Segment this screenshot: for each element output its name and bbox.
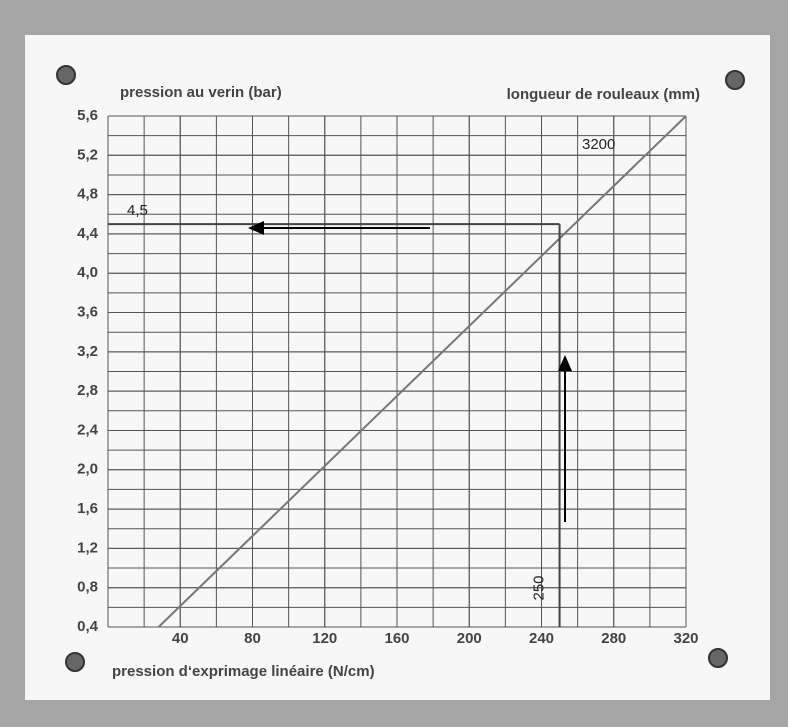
x-tick-label: 200 — [457, 630, 482, 647]
y-tick-label: 3,2 — [77, 343, 98, 360]
y-tick-label: 2,4 — [77, 421, 99, 438]
y-tick-label: 5,2 — [77, 146, 98, 163]
y-tick-label: 0,4 — [77, 618, 99, 635]
y-tick-label: 1,6 — [77, 500, 98, 517]
x-tick-label: 160 — [384, 630, 409, 647]
series-title: longueur de rouleaux (mm) — [507, 86, 700, 103]
y-axis-title: pression au verin (bar) — [120, 84, 282, 101]
guide-x-label: 250 — [531, 575, 548, 600]
x-tick-label: 120 — [312, 630, 337, 647]
x-tick-label: 320 — [673, 630, 698, 647]
y-tick-label: 4,4 — [77, 225, 99, 242]
x-tick-label: 280 — [601, 630, 626, 647]
y-tick-label: 2,0 — [77, 461, 98, 478]
y-tick-label: 4,8 — [77, 186, 98, 203]
y-tick-label: 4,0 — [77, 264, 98, 281]
x-axis-title: pression d‘exprimage linéaire (N/cm) — [112, 663, 375, 680]
y-tick-label: 3,6 — [77, 304, 98, 321]
series-label: 3200 — [582, 136, 615, 153]
x-tick-label: 40 — [172, 630, 189, 647]
x-tick-label: 240 — [529, 630, 554, 647]
chart: pression au verin (bar) longueur de roul… — [0, 0, 788, 727]
x-tick-label: 80 — [244, 630, 261, 647]
y-tick-label: 2,8 — [77, 382, 98, 399]
y-tick-label: 0,8 — [77, 579, 98, 596]
guide-y-label: 4,5 — [127, 202, 148, 219]
y-tick-label: 5,6 — [77, 107, 98, 124]
y-tick-label: 1,2 — [77, 539, 98, 556]
